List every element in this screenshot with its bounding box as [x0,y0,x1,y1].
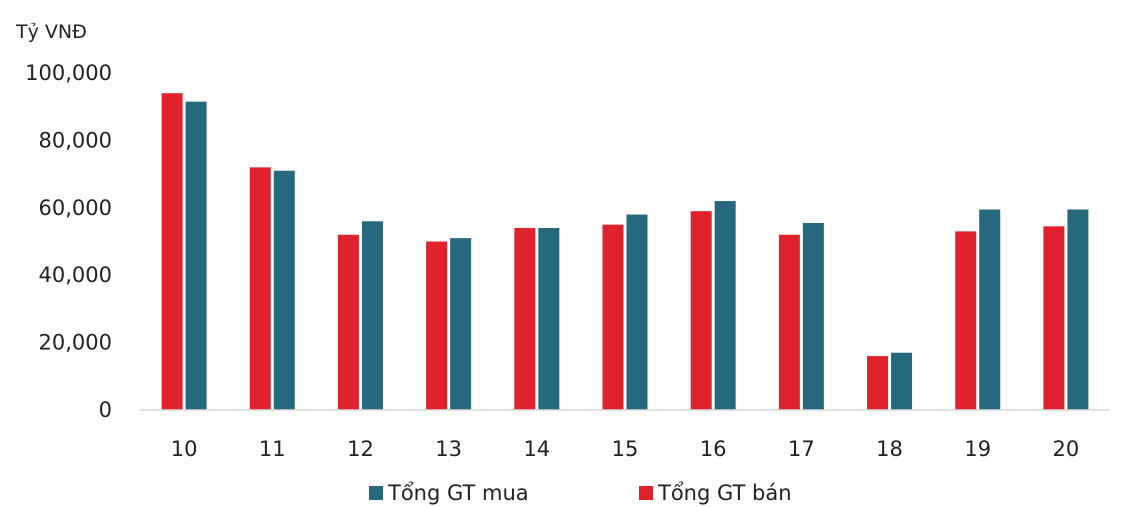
bar-ban-11 [249,167,271,410]
x-tick-label: 19 [964,437,991,461]
bar-ban-17 [778,234,800,410]
bar-mua-12 [361,221,383,410]
bar-ban-16 [690,211,712,410]
bar-ban-14 [514,228,536,410]
y-tick-label: 20,000 [39,331,112,355]
x-tick-label: 14 [523,437,550,461]
bar-ban-19 [955,231,977,410]
plot-area [161,93,1089,411]
bar-ban-13 [426,241,448,410]
y-tick-label: 80,000 [39,128,112,152]
bar-mua-11 [273,170,295,410]
bar-mua-10 [185,101,207,411]
bar-mua-14 [538,228,560,410]
y-tick-label: 60,000 [39,196,112,220]
x-tick-label: 20 [1053,437,1080,461]
bar-ban-18 [867,356,889,410]
bar-ban-10 [161,93,183,410]
x-tick-label: 13 [435,437,462,461]
legend-swatch [369,486,383,500]
x-tick-label: 11 [259,437,286,461]
bar-ban-12 [337,234,359,410]
x-axis: 10 11 12 13 14 15 16 17 18 19 20 [171,437,1080,461]
bar-mua-15 [626,214,648,410]
bar-mua-20 [1067,209,1089,410]
x-tick-label: 12 [347,437,374,461]
x-tick-label: 18 [876,437,903,461]
legend-swatch [639,486,653,500]
bar-ban-15 [602,224,624,410]
x-tick-label: 16 [700,437,727,461]
bar-mua-17 [802,222,824,410]
y-axis: 0 20,000 40,000 60,000 80,000 100,000 [25,61,112,422]
bar-mua-19 [979,209,1001,410]
y-axis-unit-label: Tỷ VNĐ [15,21,87,43]
bar-mua-16 [714,201,736,410]
y-tick-label: 0 [99,398,112,422]
bar-mua-13 [450,238,472,410]
y-tick-label: 100,000 [25,61,112,85]
legend-label: Tổng GT bán [657,481,792,505]
bar-mua-18 [891,352,913,410]
x-tick-label: 17 [788,437,815,461]
legend-label: Tổng GT mua [387,481,529,505]
legend: Tổng GT mua Tổng GT bán [369,481,792,505]
x-tick-label: 10 [171,437,198,461]
y-tick-label: 40,000 [39,263,112,287]
x-tick-label: 15 [612,437,639,461]
bar-ban-20 [1043,226,1065,410]
